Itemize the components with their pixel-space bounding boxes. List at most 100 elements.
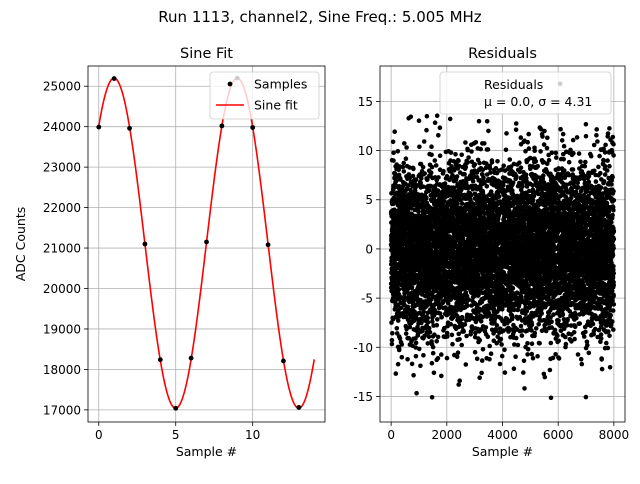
residual-point bbox=[414, 354, 419, 359]
residual-point bbox=[486, 129, 491, 134]
residual-point bbox=[473, 350, 478, 355]
residual-point bbox=[404, 156, 409, 161]
residual-point bbox=[522, 359, 527, 364]
residual-point bbox=[421, 353, 426, 358]
residual-point bbox=[428, 330, 433, 335]
sine-xtick-label: 10 bbox=[245, 428, 260, 442]
residual-point bbox=[514, 121, 519, 126]
residual-point bbox=[414, 177, 419, 182]
residual-point bbox=[495, 323, 500, 328]
residual-point bbox=[503, 370, 508, 375]
residual-point bbox=[425, 316, 430, 321]
residual-point bbox=[401, 165, 406, 170]
sample-point bbox=[189, 356, 194, 361]
sample-point bbox=[296, 405, 301, 410]
sample-point bbox=[158, 357, 163, 362]
residual-point bbox=[495, 159, 500, 164]
residuals-xtick-label: 8000 bbox=[599, 428, 630, 442]
residual-point bbox=[425, 177, 430, 182]
residuals-title: Residuals bbox=[468, 46, 537, 62]
sample-point bbox=[281, 359, 286, 364]
residual-point bbox=[426, 320, 431, 325]
residual-point bbox=[500, 307, 505, 312]
residual-point bbox=[450, 333, 455, 338]
residual-point bbox=[504, 131, 509, 136]
residual-point bbox=[391, 151, 396, 156]
residual-point bbox=[490, 160, 495, 165]
residual-point bbox=[445, 334, 450, 339]
residual-point bbox=[404, 331, 409, 336]
sine-ytick-label: 20000 bbox=[43, 282, 81, 296]
sample-point bbox=[143, 242, 148, 247]
residual-point bbox=[514, 336, 519, 341]
residual-point bbox=[410, 362, 415, 367]
residual-point bbox=[477, 375, 482, 380]
sample-point bbox=[219, 123, 224, 128]
residual-point bbox=[435, 323, 440, 328]
residual-point bbox=[510, 315, 515, 320]
residual-point bbox=[484, 325, 489, 330]
residual-point bbox=[436, 133, 441, 138]
residual-point bbox=[463, 322, 468, 327]
legend-marker-samples bbox=[228, 82, 233, 87]
sine-xlabel: Sample # bbox=[176, 444, 237, 459]
residuals-ytick-label: -15 bbox=[353, 390, 373, 404]
residual-point bbox=[439, 315, 444, 320]
residual-point bbox=[498, 362, 503, 367]
residual-point bbox=[445, 356, 450, 361]
residual-point bbox=[411, 174, 416, 179]
residual-point bbox=[461, 329, 466, 334]
residual-point bbox=[499, 342, 504, 347]
residuals-ytick-label: -10 bbox=[353, 341, 373, 355]
residual-point bbox=[478, 338, 483, 343]
residual-point bbox=[422, 171, 427, 176]
sine-xtick-label: 5 bbox=[172, 428, 180, 442]
residuals-ytick-label: 0 bbox=[365, 242, 373, 256]
residual-point bbox=[477, 161, 482, 166]
residual-point bbox=[405, 357, 410, 362]
residual-point bbox=[433, 158, 438, 163]
residual-point bbox=[417, 145, 422, 150]
sine-ytick-label: 17000 bbox=[43, 403, 81, 417]
sine-ytick-label: 18000 bbox=[43, 363, 81, 377]
residual-point bbox=[435, 317, 440, 322]
residual-point bbox=[479, 371, 484, 376]
sine-ytick-label: 22000 bbox=[43, 201, 81, 215]
residual-point bbox=[418, 364, 423, 369]
legend-label-samples: Samples bbox=[254, 77, 307, 92]
residual-point bbox=[410, 285, 415, 290]
residual-point bbox=[481, 347, 486, 352]
sine-ylabel: ADC Counts bbox=[13, 207, 28, 282]
residuals-xtick-label: 6000 bbox=[543, 428, 574, 442]
residual-point bbox=[390, 342, 395, 347]
residual-point bbox=[502, 348, 507, 353]
residual-point bbox=[411, 373, 416, 378]
residual-point bbox=[402, 169, 407, 174]
residual-point bbox=[411, 167, 416, 172]
sine-ytick-label: 19000 bbox=[43, 322, 81, 336]
residual-point bbox=[441, 169, 446, 174]
residual-point bbox=[424, 195, 429, 200]
residual-point bbox=[391, 158, 396, 163]
residual-point bbox=[453, 152, 458, 157]
sine-ytick-label: 23000 bbox=[43, 161, 81, 175]
residual-point bbox=[516, 343, 521, 348]
residual-point bbox=[456, 350, 461, 355]
residual-point bbox=[466, 155, 471, 160]
residual-point bbox=[485, 119, 490, 124]
residual-point bbox=[487, 344, 492, 349]
residual-point bbox=[430, 361, 435, 366]
residual-point bbox=[400, 355, 405, 360]
residual-point bbox=[438, 153, 443, 158]
residual-point bbox=[455, 202, 460, 207]
residual-point bbox=[519, 135, 524, 140]
residual-point bbox=[409, 115, 414, 120]
residuals-xtick-label: 4000 bbox=[487, 428, 518, 442]
sine-ytick-label: 25000 bbox=[43, 80, 81, 94]
residual-point bbox=[434, 163, 439, 168]
sample-point bbox=[266, 242, 271, 247]
residual-point bbox=[519, 165, 524, 170]
residual-point bbox=[501, 183, 506, 188]
sample-point bbox=[112, 76, 117, 81]
